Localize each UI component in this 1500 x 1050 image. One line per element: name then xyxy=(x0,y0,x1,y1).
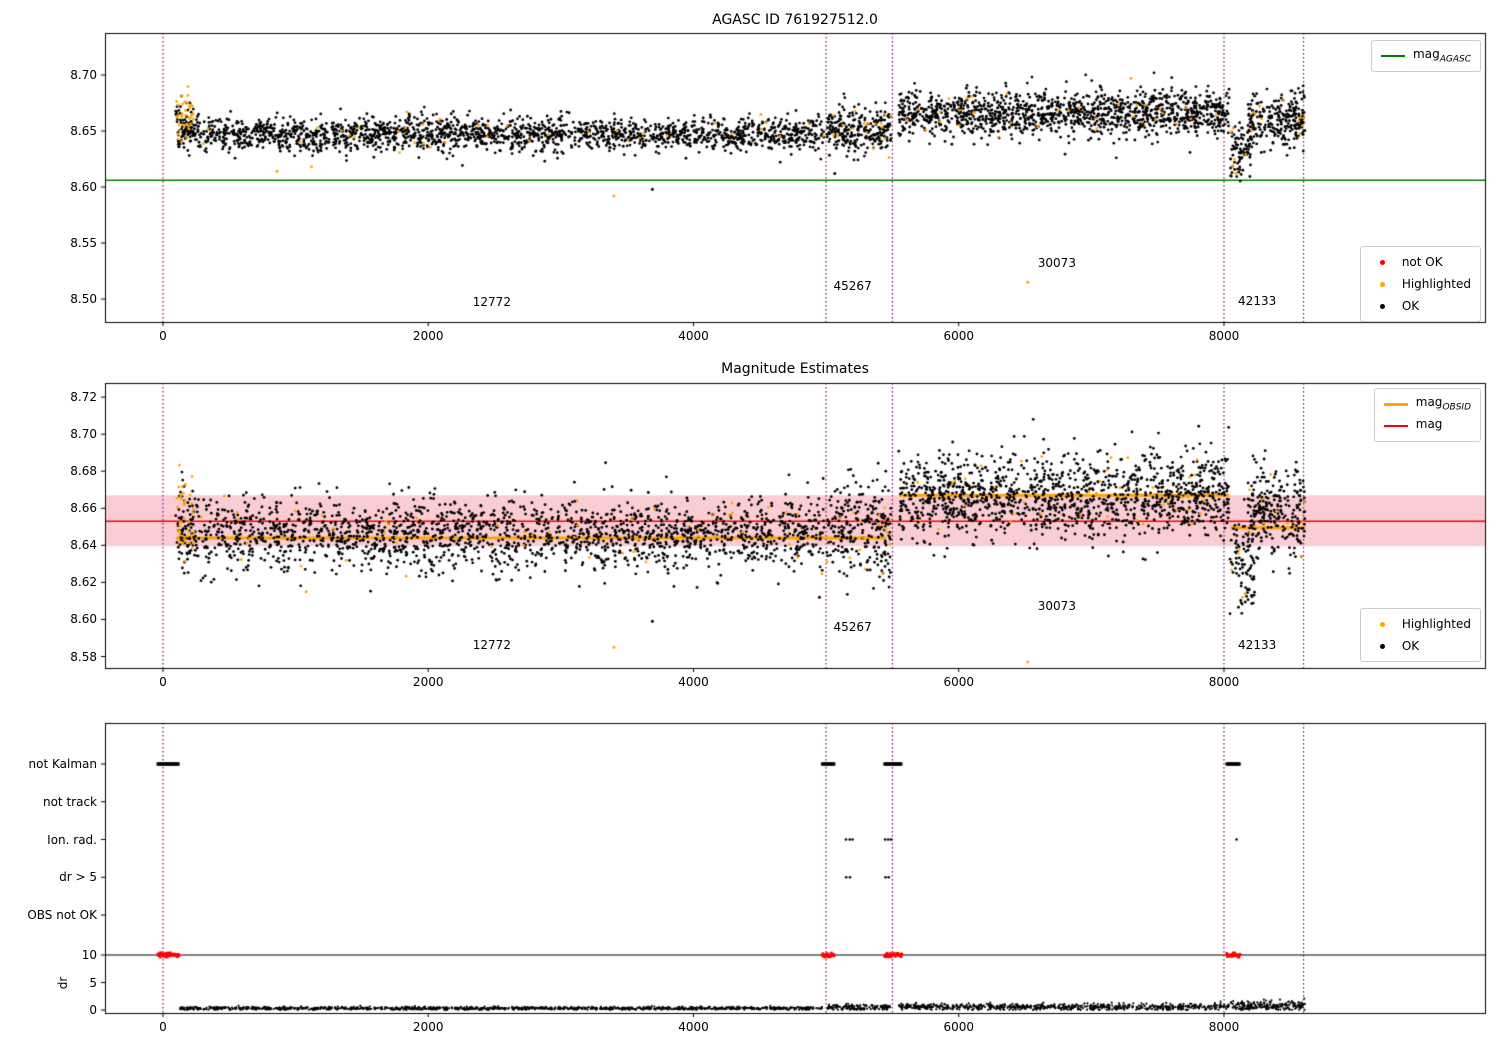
orange-dot-icon xyxy=(1379,621,1385,627)
legend-item-mag-agasc: magAGASC xyxy=(1381,45,1471,67)
black-dot-icon xyxy=(1379,643,1385,649)
orange-dot-icon xyxy=(1379,281,1385,287)
legend-label: OK xyxy=(1401,299,1420,313)
legend-mag-lines: magOBSID mag xyxy=(1373,388,1481,442)
plot1-title: AGASC ID 761927512.0 xyxy=(712,12,878,28)
red-dot-icon xyxy=(1379,259,1385,265)
legend-item-highlighted: Highlighted xyxy=(1370,613,1471,635)
legend-points-top: not OK Highlighted OK xyxy=(1359,246,1481,322)
legend-item-highlighted: Highlighted xyxy=(1370,273,1471,295)
legend-item-mag: mag xyxy=(1383,415,1471,437)
legend-label: OK xyxy=(1401,639,1420,653)
legend-label: Highlighted xyxy=(1401,617,1471,631)
legend-item-not-ok: not OK xyxy=(1370,251,1471,273)
legend-mag-agasc: magAGASC xyxy=(1371,40,1481,72)
black-dot-icon xyxy=(1379,303,1385,309)
plot2-title: Magnitude Estimates xyxy=(721,361,869,377)
legend-points-middle: Highlighted OK xyxy=(1359,608,1481,662)
legend-item-ok: OK xyxy=(1370,635,1471,657)
legend-item-mag-obsid: magOBSID xyxy=(1383,393,1471,415)
legend-label: not OK xyxy=(1401,255,1443,269)
orange-line-sample xyxy=(1383,402,1408,406)
legend-label: magAGASC xyxy=(1413,47,1471,65)
legend-item-ok: OK xyxy=(1370,295,1471,317)
red-line-sample xyxy=(1383,425,1408,427)
legend-label: mag xyxy=(1415,417,1443,432)
green-line-sample xyxy=(1381,55,1406,57)
legend-label: Highlighted xyxy=(1401,277,1471,291)
legend-label: magOBSID xyxy=(1415,395,1471,413)
